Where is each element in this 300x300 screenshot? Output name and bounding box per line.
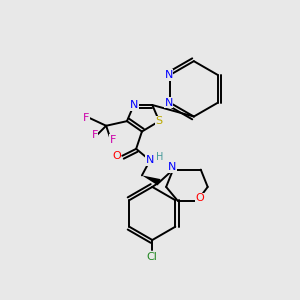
Text: F: F — [92, 130, 98, 140]
Text: O: O — [112, 151, 121, 161]
Text: O: O — [195, 194, 204, 203]
Text: N: N — [164, 70, 173, 80]
Text: N: N — [168, 162, 176, 172]
Text: Cl: Cl — [147, 252, 158, 262]
Text: N: N — [146, 155, 154, 165]
Text: S: S — [156, 116, 163, 126]
Text: N: N — [130, 100, 138, 110]
Polygon shape — [142, 176, 161, 185]
Text: F: F — [83, 113, 90, 123]
Text: F: F — [110, 135, 116, 145]
Text: N: N — [164, 98, 173, 108]
Text: H: H — [155, 152, 163, 162]
